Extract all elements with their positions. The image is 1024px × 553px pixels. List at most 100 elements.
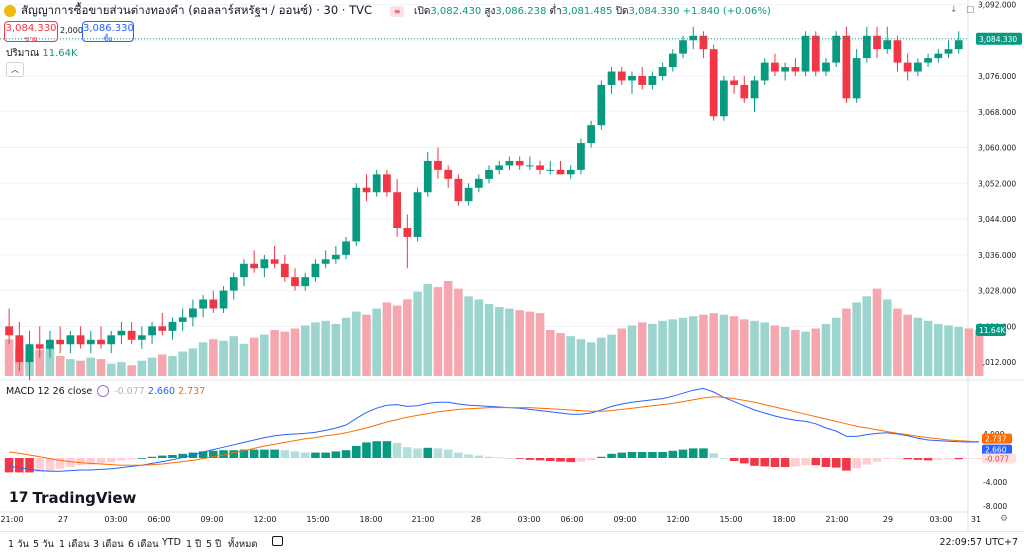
- price-tick-label: 3,068.000: [978, 108, 1016, 117]
- volume-bar: [137, 360, 147, 376]
- range-5y[interactable]: 5 ปี: [206, 539, 222, 550]
- macd-hist-bar: [872, 458, 882, 462]
- last-price-tag: [976, 32, 1022, 45]
- volume-bar: [392, 305, 402, 376]
- macd-name[interactable]: MACD 12 26 close: [6, 385, 93, 397]
- candle-body: [219, 290, 228, 309]
- settings-icon[interactable]: ⚙: [1000, 514, 1009, 524]
- candle-body: [638, 76, 647, 85]
- range-1y[interactable]: 1 ปี: [186, 539, 202, 550]
- candle-body: [577, 143, 585, 170]
- range-all[interactable]: ทั้งหมด: [228, 539, 258, 550]
- signal-value: 2.737: [178, 385, 206, 397]
- volume-bar: [923, 320, 933, 376]
- eye-icon[interactable]: [97, 385, 110, 397]
- candle-body: [372, 174, 381, 193]
- volume-last-label: 11.64K: [979, 326, 1006, 335]
- macd-last-label: 2.660: [985, 446, 1007, 455]
- volume-bar: [362, 314, 371, 376]
- volume-bar: [443, 281, 453, 376]
- candle-body: [117, 330, 126, 336]
- volume-bar: [280, 331, 290, 376]
- volume-bar: [66, 359, 75, 376]
- macd-hist-bar: [964, 458, 974, 459]
- time-tick-label: 09:00: [200, 515, 223, 524]
- time-tick-label: 28: [471, 515, 481, 524]
- candle-body: [352, 187, 361, 242]
- price-tick-label: 3,052.000: [978, 179, 1016, 188]
- time-tick-label: 09:00: [613, 515, 636, 524]
- candles-icon[interactable]: ≡: [390, 5, 405, 17]
- candle-body: [413, 192, 422, 237]
- macd-hist-bar: [96, 458, 106, 464]
- macd-hist-bar: [168, 455, 177, 458]
- range-5d[interactable]: 5 วัน: [33, 539, 54, 550]
- macd-hist-bar: [321, 452, 330, 458]
- candle-body: [730, 80, 738, 85]
- candle-body: [86, 339, 95, 345]
- macd-hist-bar: [535, 458, 545, 461]
- macd-hist-bar: [382, 441, 392, 458]
- candle-body: [781, 67, 790, 72]
- volume-bar: [106, 363, 116, 376]
- volume-bar: [433, 287, 443, 376]
- tradingview-watermark[interactable]: 17 TradingView: [9, 489, 136, 507]
- volume-bar: [974, 330, 984, 376]
- volume-bar: [117, 362, 126, 376]
- sell-button[interactable]: 3,084.330 ขาย: [4, 21, 58, 43]
- candle-body: [689, 35, 698, 41]
- candle-body: [801, 35, 810, 72]
- macd-hist-bar: [443, 449, 453, 458]
- range-6m[interactable]: 6 เดือน: [128, 539, 159, 550]
- macd-hist-bar: [882, 458, 892, 460]
- maximize-icon[interactable]: ▢: [966, 5, 975, 15]
- chevron-up-icon[interactable]: ︿: [6, 62, 24, 77]
- candle-body: [873, 35, 881, 50]
- macd-hist-bar: [229, 450, 239, 458]
- candle-body: [536, 165, 544, 170]
- volume-bar: [45, 346, 55, 376]
- time-tick-label: 29: [883, 515, 893, 524]
- candle-body: [607, 71, 616, 85]
- time-tick-label: 21:00: [825, 515, 848, 524]
- macd-hist-bar: [413, 448, 422, 458]
- volume-bar: [311, 322, 320, 376]
- volume-bar: [168, 356, 177, 376]
- range-1d[interactable]: 1 วัน: [8, 539, 29, 550]
- macd-tick-label: -4.000: [983, 478, 1007, 487]
- candle-body: [291, 277, 299, 287]
- macd-hist-bar: [15, 458, 24, 473]
- time-tick-label: 06:00: [560, 515, 583, 524]
- range-3m[interactable]: 3 เดือน: [93, 539, 124, 550]
- range-ytd[interactable]: YTD: [162, 537, 181, 548]
- volume-bar: [76, 360, 85, 376]
- candle-body: [444, 169, 453, 179]
- volume-bar: [331, 323, 341, 376]
- volume-legend: ปริมาณ 11.64K: [6, 46, 78, 61]
- candle-body: [597, 84, 606, 126]
- volume-bar: [300, 325, 310, 376]
- symbol-title[interactable]: สัญญาการซื้อขายส่วนต่างทองคำ (ดอลลาร์สหร…: [21, 3, 373, 17]
- candle-body: [168, 321, 177, 331]
- macd-hist-bar: [127, 458, 136, 460]
- volume-bar: [382, 302, 392, 376]
- volume-bar: [964, 328, 974, 376]
- buy-button[interactable]: 3,086.330 ซื้อ: [82, 21, 134, 43]
- clock[interactable]: 22:09:57 UTC+7: [939, 537, 1018, 548]
- volume-bar: [893, 308, 902, 376]
- calendar-icon[interactable]: [272, 536, 283, 546]
- candle-body: [679, 40, 687, 54]
- sell-label: ขาย: [24, 35, 38, 43]
- time-tick-label: 31: [971, 515, 981, 524]
- hist-last-label: -0.077: [985, 454, 1009, 463]
- volume-bar: [545, 330, 555, 376]
- candle-body: [811, 35, 820, 72]
- candle-body: [924, 58, 932, 63]
- range-1m[interactable]: 1 เดือน: [59, 539, 90, 550]
- volume-bar: [954, 326, 964, 376]
- arrow-down-icon[interactable]: ↓: [950, 5, 958, 15]
- candle-body: [393, 192, 402, 228]
- macd-hist-bar: [648, 452, 657, 458]
- macd-hist-bar: [178, 453, 187, 458]
